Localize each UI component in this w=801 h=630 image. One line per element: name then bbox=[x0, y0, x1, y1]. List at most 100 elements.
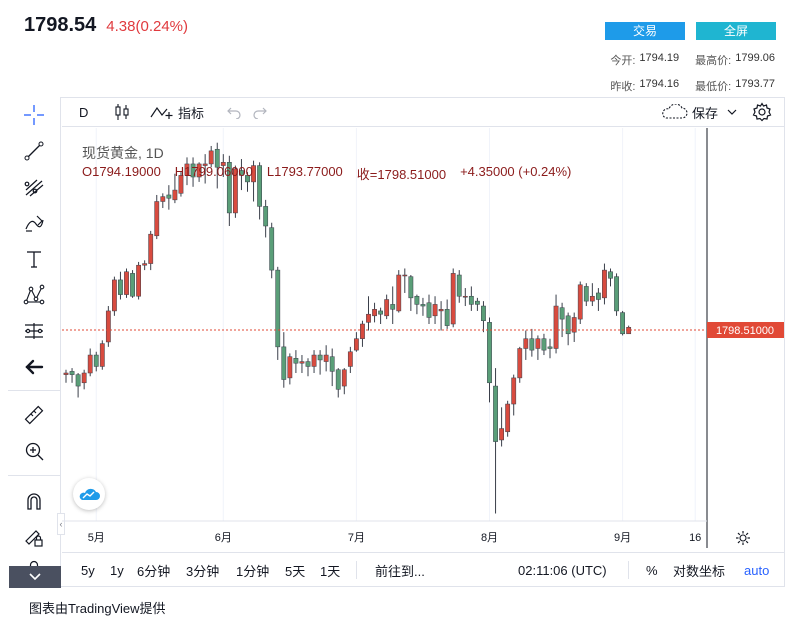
candle-body bbox=[160, 196, 166, 202]
lock-draw-icon[interactable] bbox=[22, 525, 46, 549]
candle-body bbox=[305, 361, 311, 367]
candle-body bbox=[626, 327, 632, 335]
axis-settings-icon bbox=[736, 531, 750, 545]
auto-scale-toggle[interactable]: auto bbox=[744, 562, 770, 578]
candle-body bbox=[511, 377, 517, 405]
prediction-icon[interactable] bbox=[22, 319, 46, 343]
bottom-separator bbox=[356, 561, 357, 579]
brush-icon[interactable] bbox=[22, 211, 46, 235]
pitchfork-icon[interactable] bbox=[22, 175, 46, 199]
bottom-toolbar: 5y 1y 6分钟 3分钟 1分钟 5天 1天 前往到... 02:11:06 … bbox=[62, 552, 784, 586]
candle-body bbox=[245, 175, 250, 183]
range-5y[interactable]: 5y bbox=[81, 562, 95, 578]
magnet-icon[interactable] bbox=[22, 489, 46, 513]
candle-body bbox=[384, 299, 390, 317]
candle-body bbox=[105, 310, 111, 343]
candle-body bbox=[87, 354, 93, 374]
candle-body bbox=[142, 263, 148, 266]
candle-body bbox=[444, 309, 450, 326]
candle-body bbox=[535, 338, 541, 349]
range-1y[interactable]: 1y bbox=[110, 562, 124, 578]
crosshair-icon[interactable] bbox=[22, 103, 46, 127]
x-tick-label: 5月 bbox=[88, 532, 105, 544]
goto-date-button[interactable]: 前往到... bbox=[375, 563, 425, 579]
pattern-icon[interactable] bbox=[22, 283, 46, 307]
undo-icon[interactable] bbox=[226, 97, 242, 127]
candle-body bbox=[402, 274, 408, 277]
redo-icon[interactable] bbox=[252, 97, 268, 127]
settings-gear-icon[interactable] bbox=[752, 97, 772, 127]
cloud-icon bbox=[662, 104, 688, 119]
candle-body bbox=[172, 189, 178, 201]
candle-body bbox=[529, 338, 535, 351]
candle-body bbox=[414, 295, 420, 305]
log-scale-toggle[interactable]: 对数坐标 bbox=[673, 563, 726, 579]
x-tick-label: 9月 bbox=[614, 532, 631, 544]
range-6min[interactable]: 6分钟 bbox=[137, 563, 171, 579]
trend-line-icon[interactable] bbox=[22, 139, 46, 163]
candle-style-icon[interactable] bbox=[114, 97, 130, 127]
candlestick-chart[interactable]: 1798.51000 5月 6月 7月 8月 9月 16 bbox=[62, 128, 784, 548]
tradingview-logo[interactable] bbox=[73, 478, 105, 510]
back-arrow-icon[interactable] bbox=[22, 355, 46, 379]
candle-body bbox=[456, 274, 462, 297]
legend-high: H1799.06000 bbox=[174, 164, 253, 179]
candle-body bbox=[462, 295, 468, 298]
candle-body bbox=[541, 338, 547, 351]
candle-body bbox=[112, 279, 117, 312]
zoom-in-icon[interactable] bbox=[22, 439, 46, 463]
candle-body bbox=[523, 338, 529, 349]
candle-body bbox=[178, 175, 184, 194]
range-3min[interactable]: 3分钟 bbox=[186, 563, 220, 579]
x-tick-label: 8月 bbox=[481, 532, 498, 544]
candle-body bbox=[154, 201, 160, 237]
save-button[interactable]: 保存 bbox=[660, 97, 718, 127]
collapse-toolbar-button[interactable] bbox=[9, 566, 61, 588]
sidebar-toggle-icon[interactable]: ‹ bbox=[57, 513, 65, 535]
price-header: 1798.54 4.38(0.24%) bbox=[24, 14, 188, 42]
fullscreen-button[interactable]: 全屏 bbox=[696, 22, 776, 40]
candle-body bbox=[577, 284, 583, 320]
candle-body bbox=[390, 304, 396, 310]
candle-body bbox=[148, 233, 154, 264]
candle-body bbox=[317, 354, 323, 361]
range-1min[interactable]: 1分钟 bbox=[236, 563, 270, 579]
candle-body bbox=[571, 317, 577, 333]
candle-body bbox=[323, 354, 329, 362]
candle-body bbox=[517, 348, 523, 379]
candle-body bbox=[202, 163, 208, 166]
candle-body bbox=[251, 165, 256, 183]
candle-body bbox=[257, 165, 262, 207]
current-price: 1798.54 bbox=[24, 14, 97, 36]
text-icon[interactable] bbox=[22, 247, 46, 271]
range-5d[interactable]: 5天 bbox=[285, 563, 306, 579]
candle-body bbox=[347, 351, 353, 367]
legend-close: 收=1798.51000 bbox=[356, 167, 447, 182]
candle-body bbox=[378, 310, 384, 315]
indicators-button[interactable]: 指标 bbox=[150, 97, 204, 127]
candle-body bbox=[602, 269, 607, 299]
stats-row-open-high: 今开: 1794.19 最高价: 1799.06 bbox=[610, 52, 775, 68]
ruler-icon[interactable] bbox=[22, 403, 46, 427]
candle-body bbox=[93, 354, 99, 367]
candle-body bbox=[505, 403, 511, 433]
trade-button[interactable]: 交易 bbox=[605, 22, 685, 40]
candle-body bbox=[499, 428, 505, 441]
utc-clock[interactable]: 02:11:06 (UTC) bbox=[518, 562, 607, 578]
interval-button[interactable]: D bbox=[79, 104, 89, 120]
candle-body bbox=[184, 163, 190, 176]
x-tick-label: 16 bbox=[689, 532, 701, 544]
candle-body bbox=[269, 227, 275, 271]
price-change: 4.38(0.24%) bbox=[106, 18, 189, 35]
candle-body bbox=[124, 271, 129, 295]
candle-body bbox=[196, 163, 202, 178]
candle-body bbox=[547, 346, 553, 349]
candle-body bbox=[263, 206, 269, 227]
chart-legend-ohlc: O1794.19000 H1799.06000 L1793.77000 收=17… bbox=[82, 164, 571, 183]
percent-toggle[interactable]: % bbox=[646, 562, 658, 578]
candle-body bbox=[220, 162, 226, 166]
candle-body bbox=[81, 372, 87, 384]
toolbar-separator bbox=[8, 390, 60, 391]
range-1d[interactable]: 1天 bbox=[320, 563, 341, 579]
save-dropdown-icon[interactable] bbox=[727, 97, 737, 127]
